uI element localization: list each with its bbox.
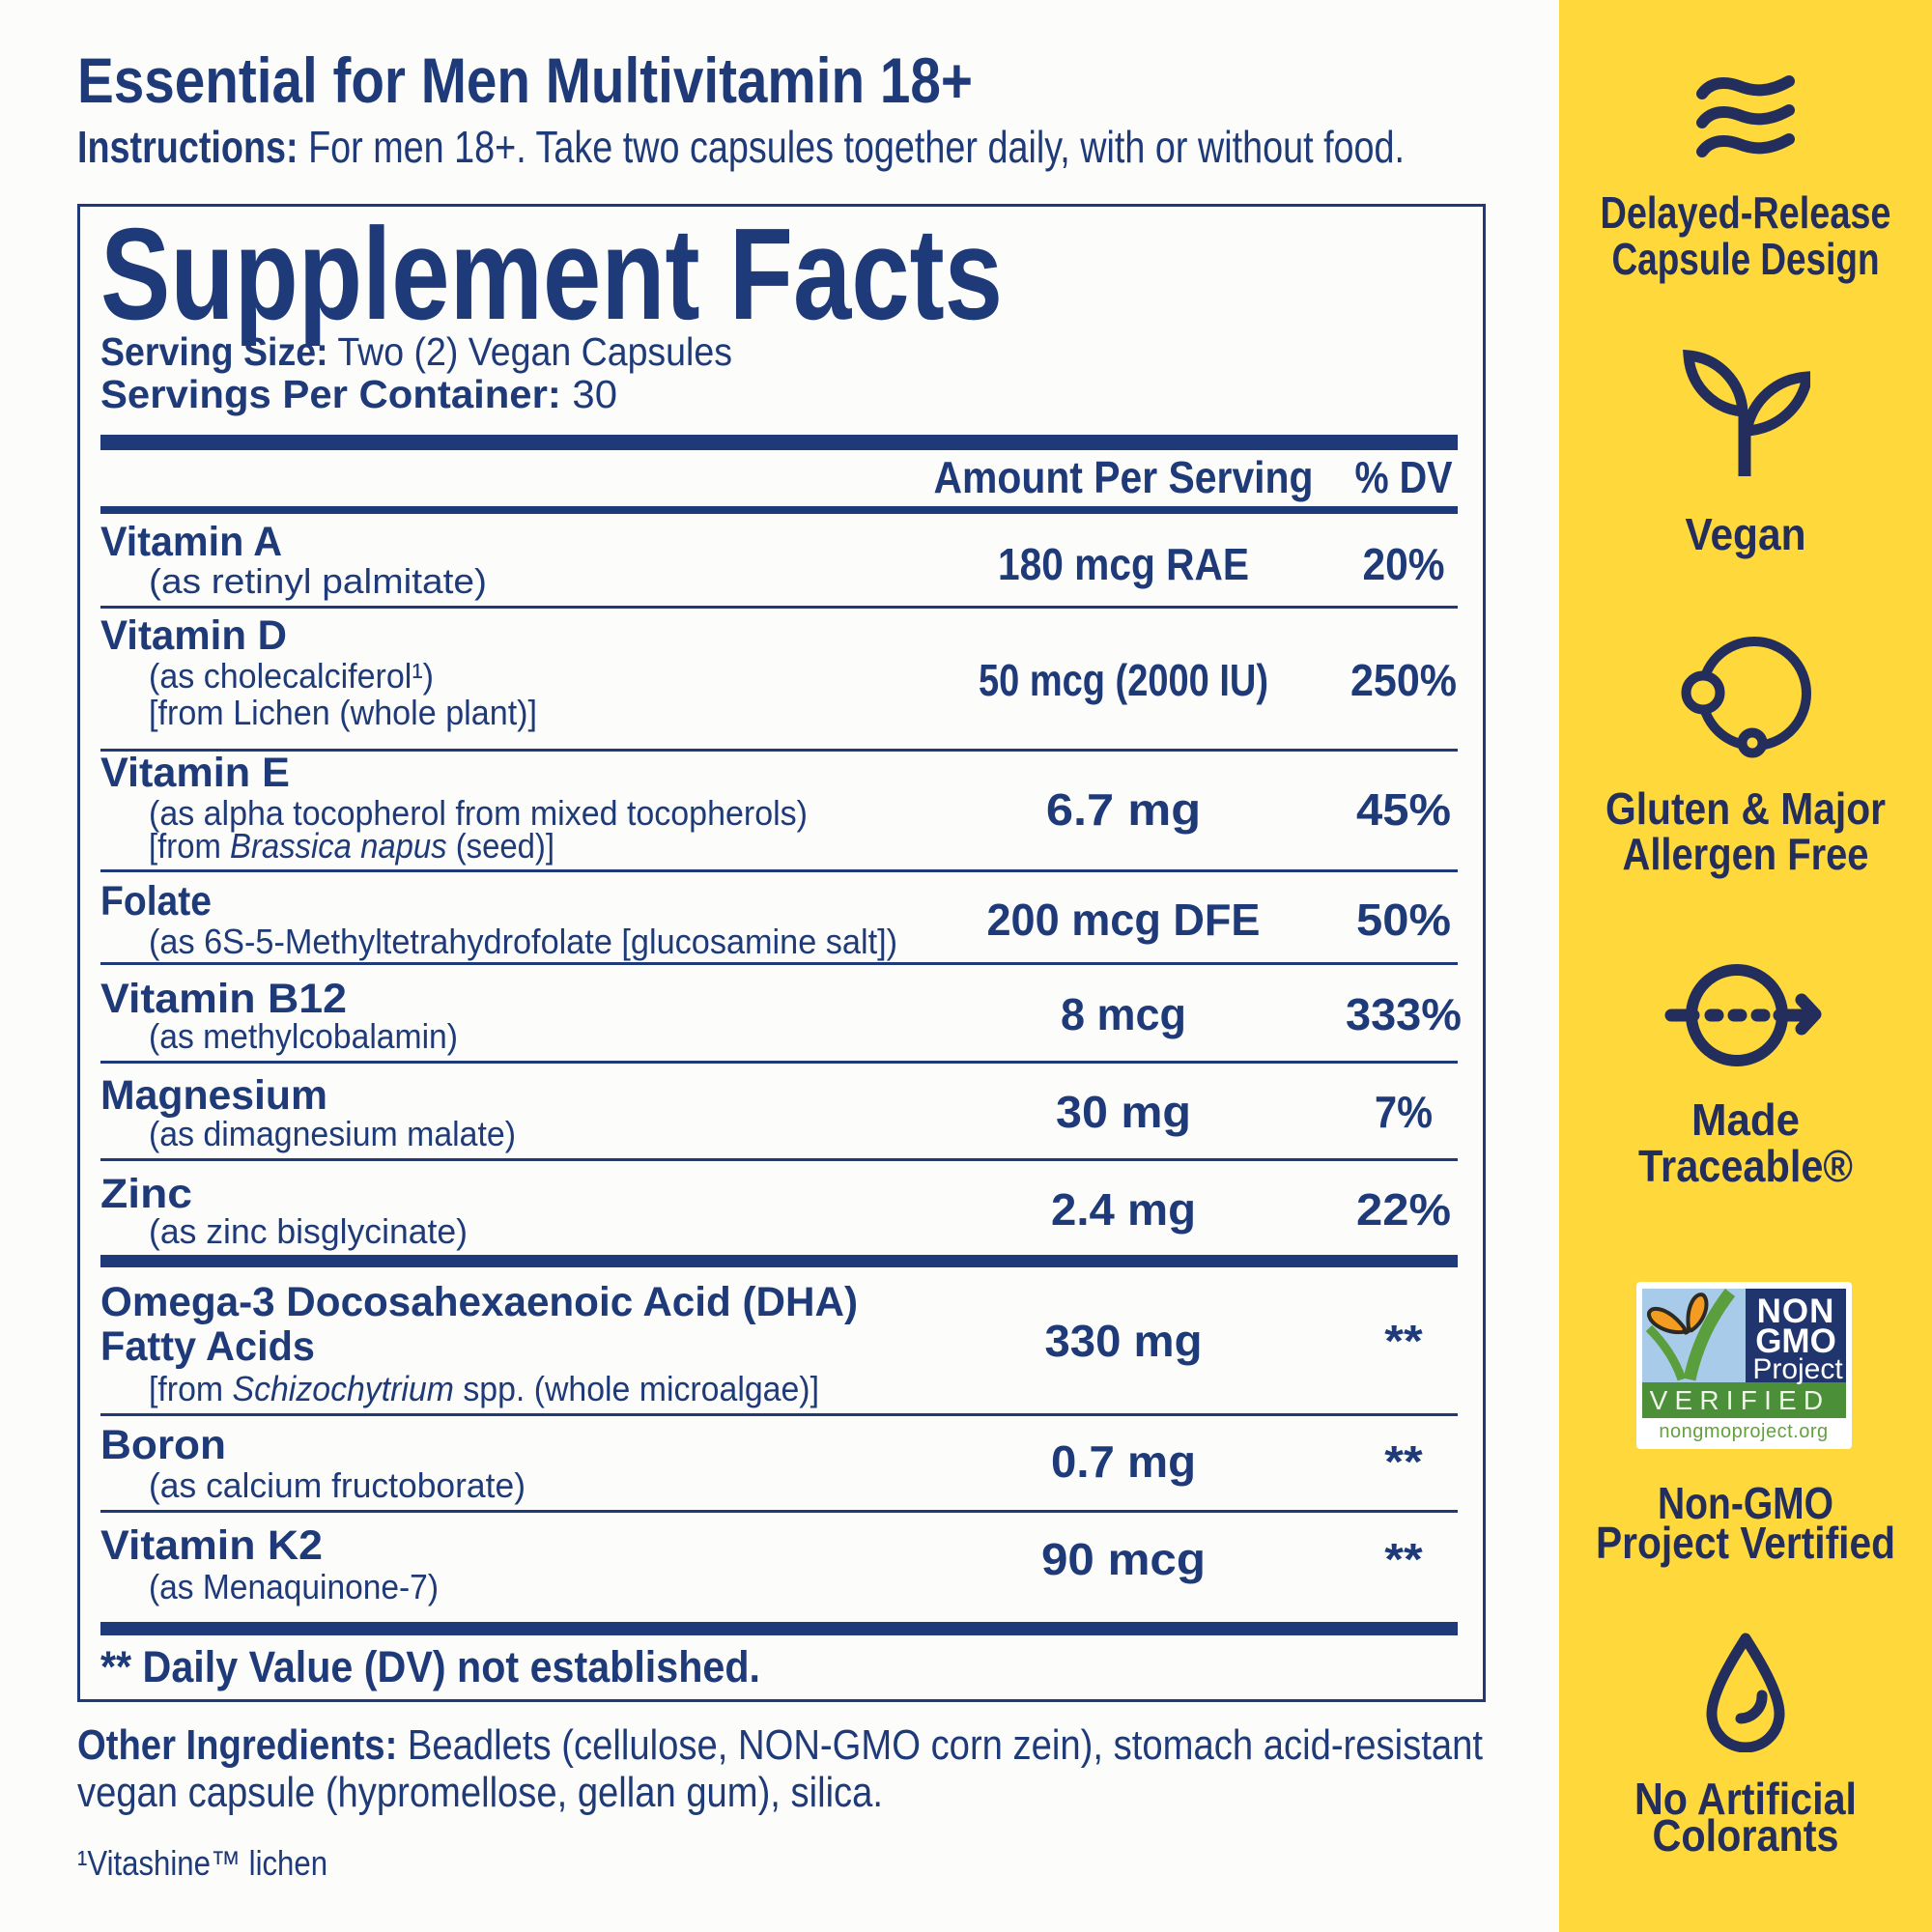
svg-text:NON: NON [1757,1293,1835,1330]
svg-text:VERIFIED: VERIFIED [1650,1385,1831,1415]
svg-text:Project: Project [1752,1353,1843,1385]
svg-text:GMO: GMO [1755,1322,1836,1360]
svg-text:nongmoproject.org: nongmoproject.org [1659,1421,1828,1442]
